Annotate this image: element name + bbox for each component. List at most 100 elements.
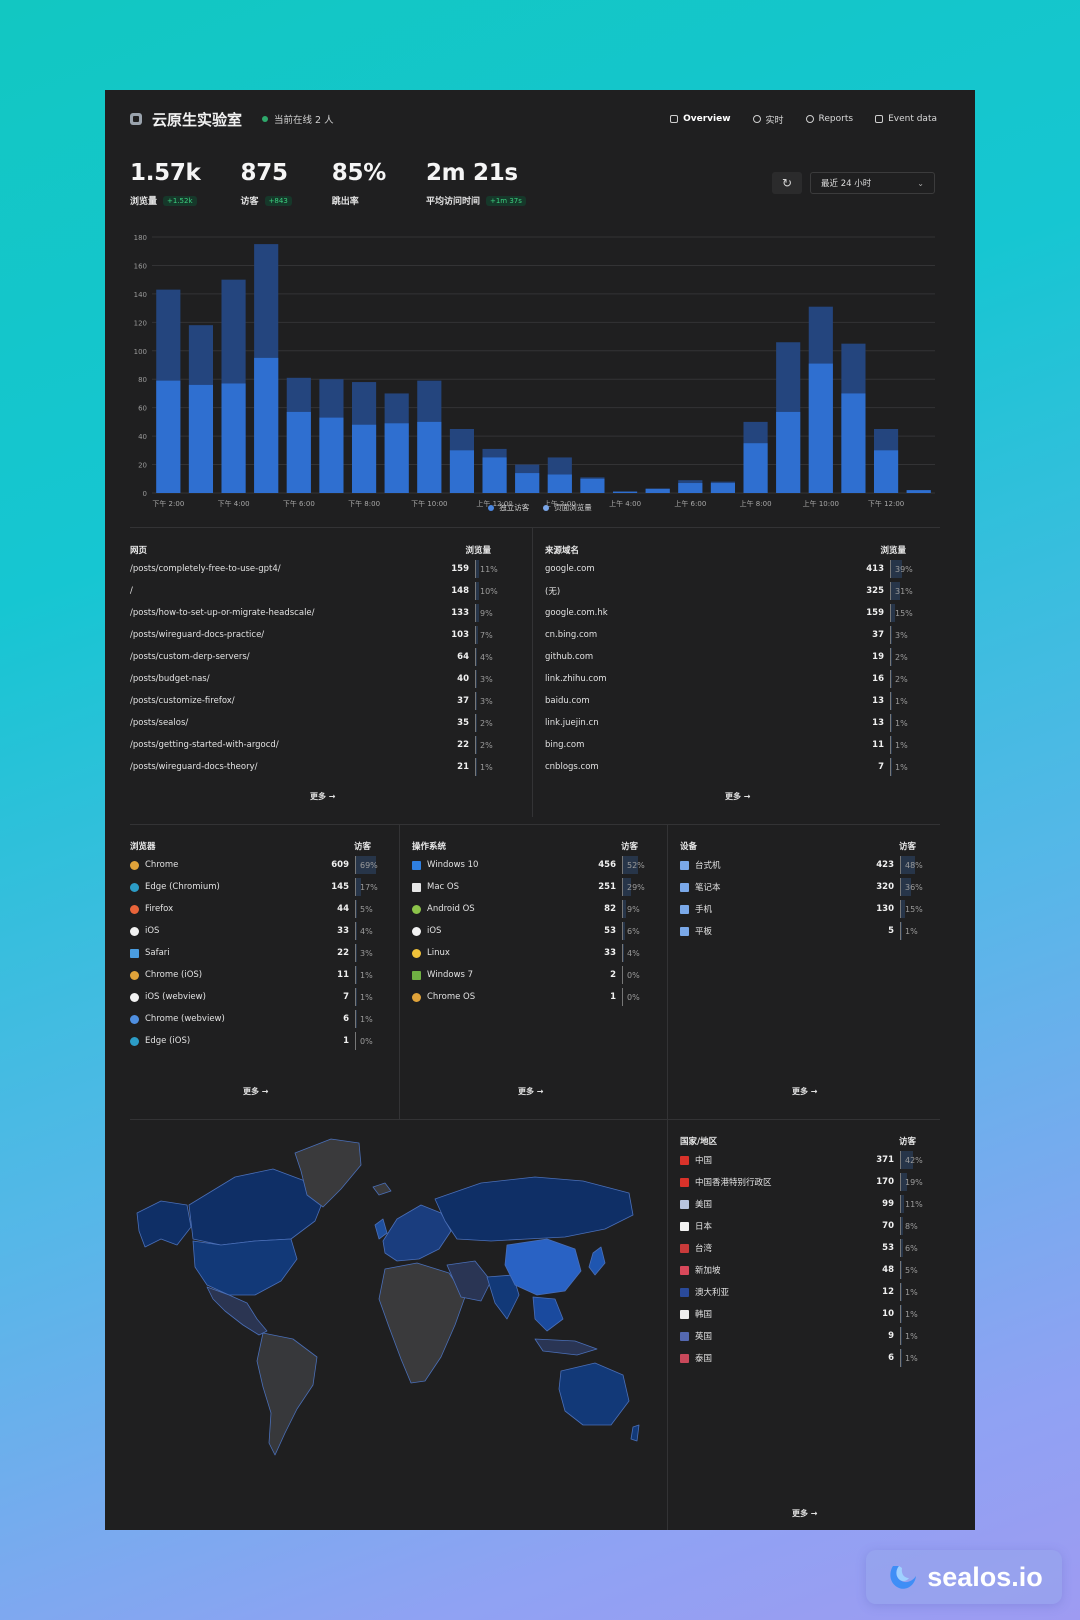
map-region-india[interactable] <box>486 1274 520 1320</box>
bar-visitors[interactable] <box>156 380 181 493</box>
table-row[interactable]: iOS (webview) 7 1% <box>130 986 385 1008</box>
table-row[interactable]: 英国 9 1% <box>680 1325 930 1347</box>
table-row[interactable]: /posts/wireguard-docs-practice/103 7% <box>130 624 505 646</box>
table-row[interactable]: Firefox 44 5% <box>130 898 385 920</box>
table-row[interactable]: 泰国 6 1% <box>680 1347 930 1369</box>
map-region-australia[interactable] <box>558 1362 630 1426</box>
table-row[interactable]: bing.com 11 1% <box>545 734 920 756</box>
os-more-link[interactable]: 更多 → <box>518 1086 544 1097</box>
map-region-greenland[interactable] <box>294 1138 362 1208</box>
table-row[interactable]: Safari 22 3% <box>130 942 385 964</box>
table-row[interactable]: (无) 325 31% <box>545 580 920 602</box>
map-region-canada[interactable] <box>188 1168 324 1246</box>
map-region-alaska[interactable] <box>136 1200 192 1248</box>
bar-visitors[interactable] <box>547 474 572 493</box>
table-row[interactable]: /posts/customize-firefox/37 3% <box>130 690 505 712</box>
bar-visitors[interactable] <box>384 423 409 493</box>
table-row[interactable]: /posts/getting-started-with-argocd/22 2% <box>130 734 505 756</box>
table-row[interactable]: 澳大利亚 12 1% <box>680 1281 930 1303</box>
bar-visitors[interactable] <box>482 457 507 493</box>
date-range-select[interactable]: 最近 24 小时 ⌄ <box>810 172 935 194</box>
referrers-more-link[interactable]: 更多 → <box>725 791 751 802</box>
bar-visitors[interactable] <box>776 411 801 493</box>
table-row[interactable]: 中国 371 42% <box>680 1149 930 1171</box>
table-row[interactable]: iOS 33 4% <box>130 920 385 942</box>
map-region-japan[interactable] <box>588 1246 606 1276</box>
map-region-china[interactable] <box>504 1238 582 1296</box>
table-row[interactable]: 美国 99 11% <box>680 1193 930 1215</box>
bar-visitors[interactable] <box>808 363 833 493</box>
map-region-usa[interactable] <box>192 1238 298 1296</box>
bar-visitors[interactable] <box>873 450 899 493</box>
map-region-middle-east[interactable] <box>446 1260 492 1302</box>
table-row[interactable]: cn.bing.com 37 3% <box>545 624 920 646</box>
table-row[interactable]: iOS 53 6% <box>412 920 652 942</box>
countries-more-link[interactable]: 更多 → <box>792 1508 818 1519</box>
map-region-south-america[interactable] <box>256 1332 318 1456</box>
refresh-button[interactable]: ↻ <box>772 172 802 194</box>
table-row[interactable]: Windows 10 456 52% <box>412 854 652 876</box>
bar-visitors[interactable] <box>515 473 540 493</box>
nav-reports[interactable]: Reports <box>805 113 853 126</box>
table-row[interactable]: Chrome (iOS) 11 1% <box>130 964 385 986</box>
bar-visitors[interactable] <box>188 384 214 493</box>
bar-visitors[interactable] <box>710 483 736 493</box>
bar-visitors[interactable] <box>841 393 866 493</box>
sealos-badge[interactable]: sealos.io <box>866 1550 1062 1604</box>
table-row[interactable]: Chrome (webview) 6 1% <box>130 1008 385 1030</box>
world-map[interactable] <box>135 1135 640 1475</box>
table-row[interactable]: Windows 7 2 0% <box>412 964 652 986</box>
bar-visitors[interactable] <box>254 357 279 493</box>
map-region-new-zealand[interactable] <box>630 1424 640 1442</box>
table-row[interactable]: Chrome OS 1 0% <box>412 986 652 1008</box>
legend-item-pageviews[interactable]: 页面浏览量 <box>543 502 592 513</box>
bar-visitors[interactable] <box>449 450 475 493</box>
nav-realtime[interactable]: 实时 <box>752 113 784 126</box>
map-region-indonesia[interactable] <box>534 1338 598 1356</box>
table-row[interactable]: cnblogs.com 7 1% <box>545 756 920 778</box>
devices-more-link[interactable]: 更多 → <box>792 1086 818 1097</box>
bar-visitors[interactable] <box>580 478 605 493</box>
map-region-uk[interactable] <box>374 1218 388 1240</box>
table-row[interactable]: 笔记本 320 36% <box>680 876 930 898</box>
map-region-russia[interactable] <box>434 1176 634 1242</box>
bar-visitors[interactable] <box>612 491 638 493</box>
table-row[interactable]: google.com 413 39% <box>545 558 920 580</box>
table-row[interactable]: 中国香港特别行政区 170 19% <box>680 1171 930 1193</box>
table-row[interactable]: /posts/sealos/35 2% <box>130 712 505 734</box>
pages-more-link[interactable]: 更多 → <box>310 791 336 802</box>
table-row[interactable]: 平板 5 1% <box>680 920 930 942</box>
table-row[interactable]: Edge (Chromium) 145 17% <box>130 876 385 898</box>
nav-event-data[interactable]: Event data <box>875 113 937 126</box>
table-row[interactable]: 台式机 423 48% <box>680 854 930 876</box>
table-row[interactable]: Chrome 609 69% <box>130 854 385 876</box>
bar-visitors[interactable] <box>286 411 311 493</box>
table-row[interactable]: / 148 10% <box>130 580 505 602</box>
legend-item-visitors[interactable]: 独立访客 <box>488 502 529 513</box>
bar-visitors[interactable] <box>743 443 768 493</box>
bar-visitors[interactable] <box>221 383 246 493</box>
table-row[interactable]: /posts/custom-derp-servers/64 4% <box>130 646 505 668</box>
table-row[interactable]: 韩国 10 1% <box>680 1303 930 1325</box>
bar-visitors[interactable] <box>417 421 442 493</box>
table-row[interactable]: /posts/wireguard-docs-theory/21 1% <box>130 756 505 778</box>
table-row[interactable]: github.com 19 2% <box>545 646 920 668</box>
table-row[interactable]: Edge (iOS) 1 0% <box>130 1030 385 1052</box>
table-row[interactable]: 手机 130 15% <box>680 898 930 920</box>
table-row[interactable]: baidu.com 13 1% <box>545 690 920 712</box>
bar-visitors[interactable] <box>319 417 344 493</box>
browsers-more-link[interactable]: 更多 → <box>243 1086 269 1097</box>
table-row[interactable]: 台湾 53 6% <box>680 1237 930 1259</box>
map-region-europe[interactable] <box>382 1204 452 1262</box>
table-row[interactable]: /posts/how-to-set-up-or-migrate-headscal… <box>130 602 505 624</box>
table-row[interactable]: 新加坡 48 5% <box>680 1259 930 1281</box>
table-row[interactable]: 日本 70 8% <box>680 1215 930 1237</box>
table-row[interactable]: Mac OS 251 29% <box>412 876 652 898</box>
bar-visitors[interactable] <box>678 483 703 493</box>
bar-visitors[interactable] <box>906 490 931 493</box>
map-region-africa[interactable] <box>378 1262 466 1384</box>
table-row[interactable]: Linux 33 4% <box>412 942 652 964</box>
table-row[interactable]: link.juejin.cn 13 1% <box>545 712 920 734</box>
table-row[interactable]: google.com.hk 159 15% <box>545 602 920 624</box>
table-row[interactable]: link.zhihu.com 16 2% <box>545 668 920 690</box>
